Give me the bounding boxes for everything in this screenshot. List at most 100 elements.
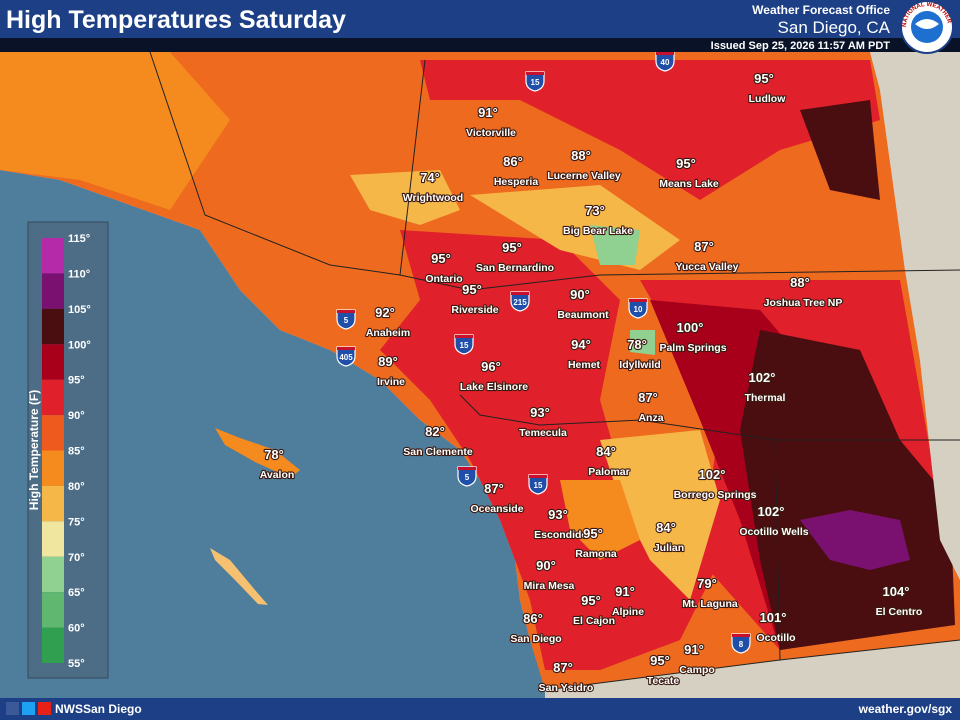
city-temp: 87° [484, 481, 504, 496]
city-temp: 90° [570, 287, 590, 302]
mexico [545, 640, 960, 700]
city-name: Beaumont [557, 309, 609, 321]
shield [510, 291, 530, 312]
legend-tick: 85° [68, 446, 85, 458]
shield-top [455, 335, 473, 338]
legend-swatch [42, 344, 64, 380]
city-name: Yucca Valley [675, 261, 738, 273]
county-lines [149, 51, 960, 691]
city-name: Ramona [575, 548, 617, 560]
city-temp: 102° [749, 370, 776, 385]
city-name: El Cajon [573, 615, 615, 627]
city-temp: 91° [684, 642, 704, 657]
city-name: Hesperia [494, 176, 539, 188]
shield-top [337, 347, 355, 350]
legend-tick: 115° [68, 233, 90, 245]
city-temp: 79° [697, 576, 717, 591]
shield-number: 5 [344, 316, 349, 325]
legend-tick: 55° [68, 658, 85, 670]
shield-number: 8 [739, 640, 744, 649]
city-name: Thermal [745, 392, 786, 404]
city-name: Campo [679, 664, 715, 676]
city-name: Joshua Tree NP [764, 297, 843, 309]
city-name: Lake Elsinore [460, 381, 528, 393]
city-temp: 84° [656, 520, 676, 535]
city-temp: 82° [425, 424, 445, 439]
shield-number: 15 [534, 481, 543, 490]
legend-tick: 100° [68, 339, 91, 351]
shield [628, 298, 648, 319]
shield-top [458, 467, 476, 470]
city-name: Ocotillo Wells [739, 526, 808, 538]
shield-top [511, 292, 529, 295]
city-temp: 104° [883, 584, 910, 599]
city-temp: 88° [790, 275, 810, 290]
city-temp: 101° [760, 610, 787, 625]
facebook-icon[interactable] [6, 702, 19, 715]
city-temp: 94° [571, 337, 591, 352]
city-temp: 93° [530, 405, 550, 420]
shield-number: 15 [531, 78, 540, 87]
legend-swatch [42, 627, 64, 663]
shield-number: 405 [339, 353, 353, 362]
shield [454, 334, 474, 355]
legend-swatch [42, 592, 64, 628]
city-name: Ocotillo [756, 632, 795, 644]
legend-box [27, 221, 109, 679]
highway-shields: 40 15 10 215 5 405 15 5 15 8 [336, 51, 751, 654]
ocean [0, 170, 560, 700]
legend-swatch [42, 450, 64, 486]
shield [336, 346, 356, 367]
city-name: Anza [638, 412, 663, 424]
city-temp: 92° [375, 305, 395, 320]
city-name: Borrego Springs [674, 489, 757, 501]
header-strip [0, 38, 960, 52]
city-temp: 95° [581, 593, 601, 608]
city-name: Palomar [588, 466, 629, 478]
city-name: Ludlow [749, 93, 787, 105]
catalina [215, 428, 300, 478]
city-temp: 74° [420, 170, 440, 185]
city-temp: 78° [264, 447, 284, 462]
shield-top [526, 72, 544, 75]
legend-swatch [42, 521, 64, 557]
city-temp: 73° [585, 203, 605, 218]
legend-swatch [42, 415, 64, 451]
shield-top [732, 634, 750, 637]
legend-tick: 95° [68, 375, 85, 387]
city-temp: 90° [536, 558, 556, 573]
city-temp: 102° [699, 467, 726, 482]
shield-top [337, 310, 355, 313]
footer-url[interactable]: weather.gov/sgx [858, 702, 953, 716]
location: San Diego, CA [778, 18, 891, 37]
city-name: Temecula [519, 427, 567, 439]
city-name: Mt. Laguna [682, 598, 738, 610]
legend-tick: 80° [68, 481, 85, 493]
city-temp: 91° [615, 584, 635, 599]
city-temp: 95° [583, 526, 603, 541]
youtube-icon[interactable] [38, 702, 51, 715]
legend-swatch [42, 273, 64, 309]
legend-tick: 105° [68, 304, 91, 316]
shield-top [656, 52, 674, 55]
city-temp: 84° [596, 444, 616, 459]
city-name: Julian [654, 542, 684, 554]
shield [528, 474, 548, 495]
desert-east [870, 52, 960, 580]
legend-swatch [42, 556, 64, 593]
shield [525, 71, 545, 92]
twitter-icon[interactable] [22, 702, 35, 715]
shield-number: 215 [513, 298, 527, 307]
shield-top [529, 475, 547, 478]
legend-tick: 65° [68, 587, 85, 599]
city-name: Big Bear Lake [563, 225, 633, 237]
city-temp: 95° [676, 156, 696, 171]
city-name: Irvine [377, 376, 405, 388]
city-name: Tecate [647, 675, 680, 687]
shield-number: 10 [634, 305, 643, 314]
city-temp: 95° [462, 282, 482, 297]
city-name: El Centro [876, 606, 923, 618]
city-temp: 102° [758, 504, 785, 519]
shield-top [629, 299, 647, 302]
